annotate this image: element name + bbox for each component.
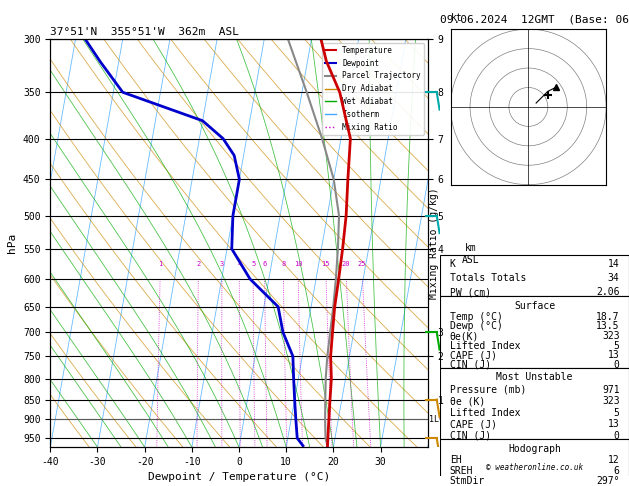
Text: 3: 3 (220, 261, 224, 267)
Text: 37°51'N  355°51'W  362m  ASL: 37°51'N 355°51'W 362m ASL (50, 27, 239, 37)
X-axis label: Dewpoint / Temperature (°C): Dewpoint / Temperature (°C) (148, 472, 330, 483)
FancyBboxPatch shape (440, 439, 629, 486)
Text: kt: kt (450, 13, 462, 23)
Text: 8: 8 (281, 261, 286, 267)
Text: Lifted Index: Lifted Index (450, 408, 520, 418)
Text: CIN (J): CIN (J) (450, 431, 491, 441)
Text: 6: 6 (262, 261, 267, 267)
FancyBboxPatch shape (440, 296, 629, 368)
Text: 5: 5 (614, 408, 620, 418)
Text: 0: 0 (614, 431, 620, 441)
Text: Lifted Index: Lifted Index (450, 341, 520, 351)
Text: θe (K): θe (K) (450, 396, 485, 406)
Text: Most Unstable: Most Unstable (496, 372, 573, 382)
Legend: Temperature, Dewpoint, Parcel Trajectory, Dry Adiabat, Wet Adiabat, Isotherm, Mi: Temperature, Dewpoint, Parcel Trajectory… (321, 43, 424, 135)
Text: θe(K): θe(K) (450, 331, 479, 341)
Text: 2.06: 2.06 (596, 287, 620, 297)
Text: 20: 20 (342, 261, 350, 267)
Text: 09.06.2024  12GMT  (Base: 06): 09.06.2024 12GMT (Base: 06) (440, 15, 629, 25)
Text: 13: 13 (608, 350, 620, 360)
Text: 15: 15 (321, 261, 330, 267)
Text: Pressure (mb): Pressure (mb) (450, 385, 526, 395)
Text: 323: 323 (602, 396, 620, 406)
Text: Temp (°C): Temp (°C) (450, 312, 503, 322)
Text: Dewp (°C): Dewp (°C) (450, 321, 503, 331)
FancyBboxPatch shape (440, 255, 629, 296)
Text: 25: 25 (358, 261, 366, 267)
Text: 323: 323 (602, 331, 620, 341)
Text: 5: 5 (614, 341, 620, 351)
Text: 4: 4 (237, 261, 242, 267)
Text: 6: 6 (614, 466, 620, 476)
Text: 34: 34 (608, 273, 620, 283)
Text: 13.5: 13.5 (596, 321, 620, 331)
FancyBboxPatch shape (440, 368, 629, 439)
Text: K: K (450, 260, 455, 269)
Text: © weatheronline.co.uk: © weatheronline.co.uk (486, 463, 583, 471)
Text: 297°: 297° (596, 476, 620, 486)
Text: EH: EH (450, 455, 462, 466)
Text: StmDir: StmDir (450, 476, 485, 486)
Text: 10: 10 (294, 261, 303, 267)
Text: Totals Totals: Totals Totals (450, 273, 526, 283)
Text: 1: 1 (159, 261, 162, 267)
Y-axis label: hPa: hPa (8, 233, 18, 253)
Text: 971: 971 (602, 385, 620, 395)
Text: Hodograph: Hodograph (508, 444, 561, 454)
Text: 5: 5 (251, 261, 255, 267)
Text: Mixing Ratio (g/kg): Mixing Ratio (g/kg) (429, 187, 439, 299)
Text: 18.7: 18.7 (596, 312, 620, 322)
Text: CAPE (J): CAPE (J) (450, 350, 497, 360)
Text: 13: 13 (608, 419, 620, 429)
Text: 14: 14 (608, 260, 620, 269)
Text: PW (cm): PW (cm) (450, 287, 491, 297)
Text: Surface: Surface (514, 301, 555, 311)
Text: SREH: SREH (450, 466, 473, 476)
Text: 1LCL: 1LCL (429, 415, 449, 424)
Text: 0: 0 (614, 360, 620, 370)
Y-axis label: km
ASL: km ASL (462, 243, 480, 264)
Text: CIN (J): CIN (J) (450, 360, 491, 370)
Text: 12: 12 (608, 455, 620, 466)
Text: 2: 2 (196, 261, 201, 267)
Text: CAPE (J): CAPE (J) (450, 419, 497, 429)
